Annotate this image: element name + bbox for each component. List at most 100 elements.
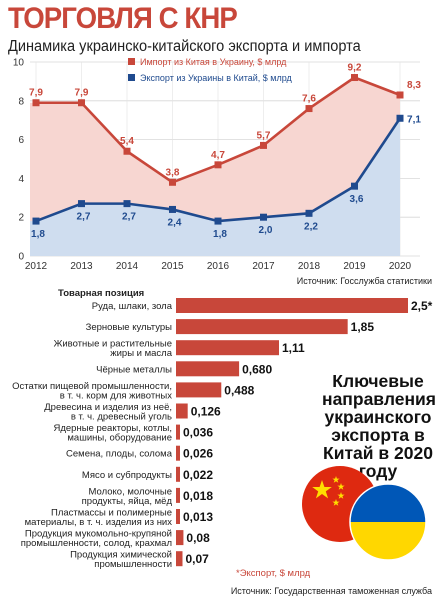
bar-value-label: 1,11	[282, 341, 305, 355]
export-data-label: 1,8	[31, 229, 45, 240]
bar-category-label: Молоко, молочные продукты, яйца, мёд	[82, 486, 173, 507]
flags	[302, 466, 427, 561]
bar	[176, 530, 184, 546]
bar-value-label: 0,022	[183, 468, 213, 482]
bar-category-label: Древесина и изделия из неё, в т. ч. древе…	[44, 402, 172, 423]
y-tick-label: 10	[13, 58, 25, 69]
bar-chart-source: Источник: Государственная таможенная слу…	[230, 586, 432, 596]
export-data-label: 3,6	[350, 194, 364, 205]
bar-category-line: машины, оборудование	[67, 433, 172, 444]
page-subtitle: Динамика украинско-китайского экспорта и…	[8, 38, 361, 55]
bar-value-label: 0,680	[242, 362, 272, 376]
y-tick-label: 0	[18, 252, 24, 263]
bar-category-line: Молоко, молочные	[89, 486, 173, 497]
bar-category-line: Продукция химической	[70, 550, 172, 561]
bar-category-label: Чёрные металлы	[96, 364, 172, 375]
bar-category-label: Зерновые культуры	[86, 322, 173, 333]
page-title: ТОРГОВЛЯ С КНР	[8, 2, 238, 35]
import-data-label: 3,8	[166, 167, 180, 178]
x-tick-label: 2013	[70, 261, 93, 272]
export-point	[123, 200, 131, 208]
bar-category-line: жиры и масла	[110, 348, 172, 359]
import-point	[32, 99, 40, 107]
bar-category-line: Ядерные реакторы, котлы,	[54, 423, 173, 434]
bar	[176, 509, 180, 524]
bar-category-line: Мясо и субпродукты	[82, 470, 172, 481]
y-tick-label: 2	[18, 213, 24, 224]
footnote: *Экспорт, $ млрд	[236, 568, 311, 579]
import-point	[396, 91, 404, 99]
bar-category-line: Руда, шлаки, зола	[92, 301, 173, 312]
import-point	[260, 141, 267, 149]
bar	[176, 403, 188, 419]
legend-export-label: Экспорт из Украины в Китай, $ млрд	[140, 73, 293, 83]
x-tick-label: 2019	[343, 261, 366, 272]
export-callout: Ключевые направления украинского экспорт…	[322, 371, 436, 481]
import-point	[78, 99, 85, 107]
bar	[176, 551, 183, 567]
export-data-label: 2,2	[304, 221, 318, 232]
bar-category-line: Продукция мукомольно-крупяной	[25, 529, 172, 540]
bar-category-label: Семена, плоды, солома	[66, 449, 173, 460]
bar-category-label: Продукция химической промышленности	[70, 550, 172, 571]
bar-category-line: промышленности, солод, крахмал	[21, 538, 172, 549]
bar-value-label: 0,126	[191, 405, 221, 419]
bar	[176, 382, 222, 398]
import-point	[169, 178, 176, 186]
bar-value-label: 0,013	[183, 510, 213, 524]
y-tick-label: 4	[18, 174, 24, 185]
bar-category-line: Остатки пищевой промышленности,	[12, 381, 172, 392]
export-point	[260, 213, 267, 221]
bar	[176, 466, 180, 482]
export-point	[32, 217, 40, 225]
bar	[176, 361, 240, 377]
export-point	[305, 209, 313, 217]
bar-value-label: 0,036	[183, 426, 213, 440]
bar-category-label: Руда, шлаки, зола	[92, 301, 173, 312]
import-data-label: 7,6	[302, 94, 316, 105]
line-chart-source: Источник: Госслужба статистики	[296, 276, 432, 286]
bar	[176, 319, 348, 335]
export-area	[30, 118, 400, 256]
bar-value-label: 0,488	[224, 383, 254, 397]
import-data-label: 9,2	[348, 63, 362, 74]
y-tick-label: 8	[18, 96, 24, 107]
bar-category-label: Мясо и субпродукты	[82, 470, 172, 481]
bar-value-label: 0,08	[186, 531, 210, 545]
import-data-label: 5,7	[257, 130, 271, 141]
bar	[176, 424, 180, 440]
bar-category-line: материалы, в т. ч. изделия из них	[25, 517, 173, 528]
bar-category-line: продукты, яйца, мёд	[82, 496, 173, 507]
export-point	[351, 182, 358, 190]
y-tick-label: 6	[18, 135, 24, 146]
export-point	[214, 217, 222, 225]
bar-value-label: 2,5*	[411, 299, 433, 313]
bar-category-label: Остатки пищевой промышленности, в т. ч. к…	[12, 381, 172, 402]
import-data-label: 4,7	[211, 150, 225, 161]
export-data-label: 2,0	[259, 225, 273, 236]
bar-value-label: 0,07	[185, 552, 209, 566]
import-point	[123, 147, 131, 155]
bar-category-line: Семена, плоды, солома	[66, 449, 173, 460]
bar-category-line: Животные и растительные	[54, 339, 172, 350]
x-tick-label: 2017	[252, 261, 275, 272]
import-point	[214, 161, 222, 169]
export-point	[78, 200, 85, 208]
export-point	[169, 205, 176, 213]
import-data-label: 7,9	[29, 88, 43, 99]
bar	[176, 445, 180, 461]
legend-import-label: Импорт из Китая в Украину, $ млрд	[140, 57, 287, 67]
export-data-label: 2,7	[122, 212, 136, 223]
bar-category-label: Ядерные реакторы, котлы, машины, оборудов…	[54, 423, 173, 444]
export-data-label: 1,8	[213, 229, 227, 240]
bar-category-line: Пластмассы и полимерные	[51, 508, 172, 519]
export-data-label: 2,7	[77, 212, 91, 223]
bar-value-label: 0,026	[183, 447, 213, 461]
bar	[176, 298, 408, 313]
export-data-label: 7,1	[407, 114, 421, 125]
bar-chart-category-header: Товарная позиция	[58, 288, 145, 299]
bar-value-label: 1,85	[351, 320, 375, 334]
x-tick-label: 2015	[161, 261, 184, 272]
x-tick-label: 2012	[25, 261, 48, 272]
import-data-label: 7,9	[75, 88, 89, 99]
